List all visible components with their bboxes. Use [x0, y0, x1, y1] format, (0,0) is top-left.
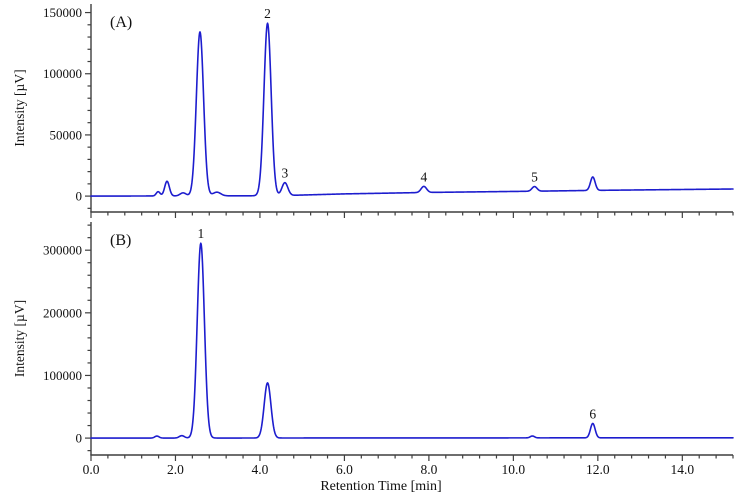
x-tick-label: 14.0 [671, 462, 695, 477]
panel-label: (A) [110, 14, 132, 31]
x-tick-label: 6.0 [336, 462, 353, 477]
peak-label: 5 [531, 170, 538, 185]
x-tick-label: 10.0 [502, 462, 526, 477]
peak-label: 4 [420, 169, 427, 184]
peak-label: 3 [281, 166, 288, 181]
y-tick-label: 300000 [43, 243, 82, 258]
y-tick-label: 200000 [43, 305, 82, 320]
y-tick-label: 150000 [43, 5, 82, 20]
y-tick-label: 100000 [43, 66, 82, 81]
x-tick-label: 2.0 [167, 462, 184, 477]
chromatogram-trace [90, 22, 734, 197]
peak-label: 1 [197, 226, 204, 241]
x-tick-label: 12.0 [586, 462, 610, 477]
y-tick-label: 100000 [43, 368, 82, 383]
y-tick-label: 0 [76, 189, 83, 204]
x-tick-label: 8.0 [420, 462, 437, 477]
peak-label: 6 [589, 406, 596, 421]
y-tick-label: 0 [76, 431, 83, 446]
x-tick-label: 4.0 [252, 462, 269, 477]
panel-label: (B) [110, 232, 131, 249]
peak-label: 2 [264, 6, 271, 21]
y-axis-title: Intensity [µV] [12, 69, 27, 146]
x-tick-label: 0.0 [83, 462, 100, 477]
chromatogram-trace [90, 242, 734, 439]
y-tick-label: 50000 [50, 127, 83, 142]
y-axis-title: Intensity [µV] [12, 300, 27, 377]
x-axis-title: Retention Time [min] [320, 479, 441, 494]
